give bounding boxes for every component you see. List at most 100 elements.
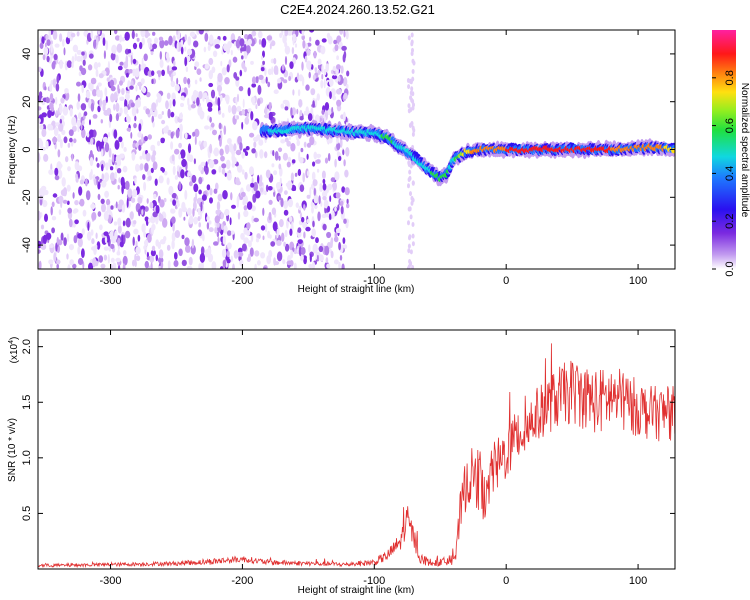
noise-blob [307, 113, 313, 122]
noise-blob [69, 244, 74, 251]
noise-blob [114, 30, 118, 35]
noise-blob [201, 194, 207, 201]
snr-panel: -300 -200 -100 0 100 0.5 1.0 1.5 2.0 Height of s… [7, 329, 676, 596]
noise-blob [254, 263, 257, 269]
noise-blob [324, 157, 329, 164]
noise-blob [249, 166, 254, 176]
noise-blob [72, 192, 75, 199]
noise-blob [108, 246, 112, 252]
noise-blob [138, 144, 142, 151]
noise-blob [129, 211, 134, 220]
noise-blob [280, 103, 285, 109]
noise-blob [216, 231, 220, 238]
noise-blob [151, 154, 156, 163]
noise-blob [73, 235, 78, 244]
noise-blob [159, 59, 164, 68]
noise-blob [90, 137, 94, 145]
noise-blob [53, 53, 58, 61]
noise-blob [197, 216, 201, 222]
noise-blob [87, 64, 93, 71]
noise-blob [92, 114, 98, 119]
noise-blob [146, 198, 149, 204]
noise-blob [255, 76, 259, 84]
noise-blob [270, 40, 276, 47]
noise-blob [280, 139, 286, 144]
noise-blob [407, 108, 411, 114]
noise-blob [215, 210, 219, 215]
noise-blob [213, 241, 219, 246]
noise-blob [218, 122, 222, 130]
y-tick-label: 2.0 [21, 339, 33, 354]
noise-blob [241, 169, 245, 175]
noise-blob [410, 86, 414, 92]
noise-blob [107, 132, 111, 138]
noise-blob [171, 66, 178, 71]
y-tick-label: -40 [21, 237, 33, 253]
noise-blob [281, 232, 285, 242]
noise-blob [198, 164, 203, 172]
noise-blob [172, 222, 175, 232]
noise-blob [38, 260, 42, 269]
noise-blob [115, 102, 120, 113]
noise-blob [144, 239, 149, 247]
noise-blob [99, 98, 102, 108]
noise-blob [267, 81, 271, 88]
noise-blob [197, 207, 201, 216]
noise-blob [132, 42, 138, 50]
noise-blob [238, 251, 244, 257]
noise-blob [109, 166, 114, 171]
noise-blob [185, 66, 189, 73]
noise-blob [110, 85, 116, 92]
noise-blob [77, 165, 83, 172]
noise-blob [408, 206, 412, 212]
noise-blob [308, 263, 313, 269]
noise-blob [255, 237, 260, 243]
noise-blob [172, 71, 177, 76]
noise-blob [252, 121, 258, 131]
noise-blob [124, 180, 130, 190]
noise-blob [258, 181, 263, 187]
noise-blob [101, 163, 104, 172]
noise-blob [244, 151, 249, 157]
noise-blob [290, 172, 294, 181]
noise-blob [132, 236, 135, 246]
noise-blob [320, 79, 324, 89]
noise-blob [316, 254, 319, 262]
noise-blob [121, 184, 124, 195]
noise-blob [221, 112, 225, 118]
x-tick-label: 100 [629, 575, 647, 587]
noise-blob [261, 38, 267, 48]
noise-blob [121, 88, 125, 95]
noise-blob [130, 102, 135, 108]
noise-blob [313, 187, 316, 196]
noise-blob [116, 251, 121, 256]
noise-blob [308, 244, 311, 253]
noise-blob [128, 69, 133, 74]
noise-blob [332, 65, 337, 72]
noise-blob [101, 173, 105, 181]
noise-blob [301, 216, 305, 223]
noise-blob [159, 39, 165, 49]
noise-blob [161, 69, 166, 77]
noise-blob [301, 61, 304, 71]
noise-blob [315, 159, 321, 164]
noise-blob [271, 207, 277, 215]
noise-blob [341, 45, 347, 51]
noise-blob [242, 98, 245, 109]
noise-blob [162, 218, 168, 228]
noise-blob [113, 129, 118, 139]
noise-blob [158, 36, 164, 41]
noise-blob [143, 181, 147, 191]
noise-blob [51, 216, 57, 221]
colorbar-tick-label: 0.8 [724, 70, 736, 85]
noise-blob [300, 147, 304, 153]
noise-blob [75, 176, 79, 183]
noise-blob [297, 227, 302, 234]
noise-blob [118, 265, 121, 269]
noise-blob [311, 261, 316, 269]
noise-blob [115, 54, 119, 64]
noise-blob [160, 239, 166, 245]
noise-blob [159, 51, 162, 60]
noise-blob [254, 250, 260, 257]
